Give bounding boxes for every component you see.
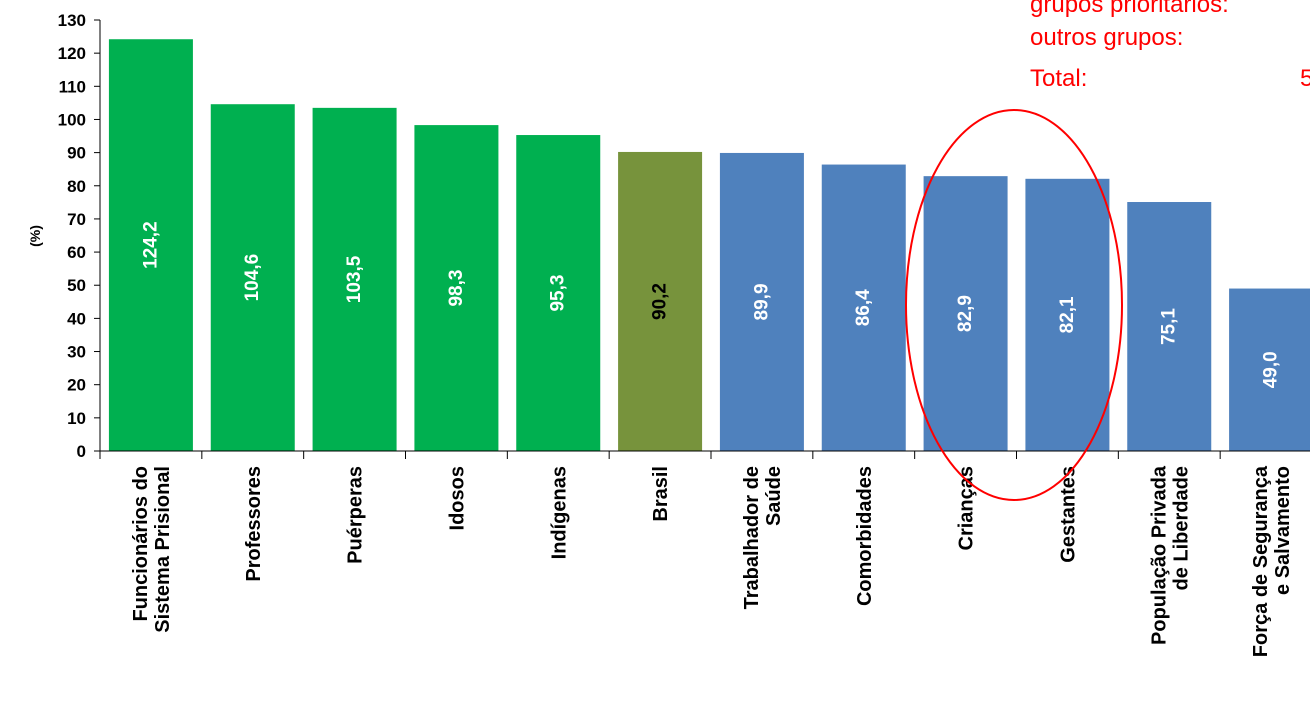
annotation-line-total: Total: (1030, 65, 1087, 92)
bar-value-label: 82,9 (955, 295, 976, 332)
x-tick-label-line: Gestantes (1057, 466, 1079, 563)
bar (1127, 202, 1212, 451)
x-tick-label-line: Idosos (446, 466, 468, 530)
y-tick-label: 100 (58, 110, 86, 129)
y-tick-label: 20 (67, 376, 86, 395)
y-tick-label: 40 (67, 309, 86, 328)
x-tick-label-line: Força de Segurança (1250, 465, 1272, 657)
bar (821, 164, 906, 451)
bar-value-label: 103,5 (344, 255, 365, 303)
y-axis: 0 10 20 30 40 50 60 70 80 90 100 110 120 130 (58, 11, 101, 461)
bar-value-label: 49,0 (1261, 351, 1282, 388)
x-tick-label: Força de Segurançae Salvamento (1250, 465, 1294, 657)
bar (516, 135, 601, 452)
x-tick-label: Crianças (956, 466, 978, 551)
bar-value-label: 104,6 (242, 254, 263, 302)
y-tick-label: 90 (67, 144, 86, 163)
bar-value-label: 95,3 (548, 275, 569, 312)
bar (719, 152, 804, 451)
x-tick-label-line: População Privada (1148, 465, 1170, 645)
annotation-total-value: 5 (1300, 65, 1310, 92)
y-tick-label: 60 (67, 243, 86, 262)
x-tick-label: Brasil (650, 466, 672, 522)
y-axis-label: (%) (27, 225, 43, 247)
x-tick-label-line: Funcionários do (130, 466, 152, 622)
bar-value-label: 86,4 (853, 289, 874, 326)
highlight-ellipse (905, 109, 1123, 501)
bar (1025, 178, 1110, 451)
y-tick-label: 70 (67, 210, 86, 229)
x-tick-label-line: Brasil (650, 466, 672, 522)
x-tick-label-line: Puérperas (345, 466, 367, 564)
y-tick-label: 50 (67, 276, 86, 295)
x-tick-label: Comorbidades (854, 466, 876, 606)
y-tick-label: 0 (77, 442, 86, 461)
x-tick-label-line: Sistema Prisional (152, 466, 174, 633)
x-tick-label-line: Crianças (956, 466, 978, 551)
x-tick-label: Professores (243, 466, 265, 582)
bar-value-label: 90,2 (650, 283, 671, 320)
y-tick-label: 110 (59, 77, 86, 96)
bar-value-label: 82,1 (1057, 296, 1078, 333)
x-tick-label: Funcionários doSistema Prisional (130, 466, 174, 633)
x-tick-label-line: Saúde (763, 466, 785, 526)
bar (312, 107, 397, 451)
bar-value-label: 98,3 (446, 270, 467, 307)
x-tick-label: Trabalhador deSaúde (741, 466, 785, 609)
bar (1229, 288, 1310, 451)
bar-value-label: 89,9 (751, 283, 772, 320)
x-tick-label: Idosos (446, 466, 468, 530)
x-axis: Funcionários doSistema Prisional Professo… (99, 450, 1310, 657)
bar-value-label: 124,2 (140, 221, 161, 269)
y-tick-label: 80 (67, 177, 86, 196)
bar (618, 151, 703, 451)
bars: 124,2 104,6 103,5 98,3 95,3 90,2 89,9 86,4 82,9 8… (108, 39, 1310, 452)
y-tick-label: 130 (58, 11, 86, 30)
bar (923, 176, 1008, 452)
y-tick-label: 120 (58, 44, 86, 63)
x-tick-label: Puérperas (345, 466, 367, 564)
bar-value-label: 75,1 (1159, 308, 1180, 345)
bar (210, 104, 295, 452)
bar (108, 39, 193, 452)
x-tick-label-line: e Salvamento (1272, 466, 1294, 595)
x-tick-label: População Privadade Liberdade (1148, 465, 1192, 645)
x-tick-label-line: Indígenas (548, 466, 570, 559)
x-tick-label: Gestantes (1057, 466, 1079, 563)
annotation-box: grupos prioritarios: outros grupos: Tota… (1030, 0, 1310, 92)
annotation-line-priority: grupos prioritarios: (1030, 0, 1229, 18)
x-tick-label: Indígenas (548, 466, 570, 559)
y-tick-label: 30 (67, 343, 86, 362)
bar (414, 125, 499, 452)
x-tick-label-line: Trabalhador de (741, 466, 763, 609)
x-tick-label-line: de Liberdade (1170, 466, 1192, 590)
x-tick-label-line: Comorbidades (854, 466, 876, 606)
y-tick-label: 10 (67, 409, 86, 428)
annotation-line-other: outros grupos: (1030, 24, 1183, 51)
x-tick-label-line: Professores (243, 466, 265, 582)
